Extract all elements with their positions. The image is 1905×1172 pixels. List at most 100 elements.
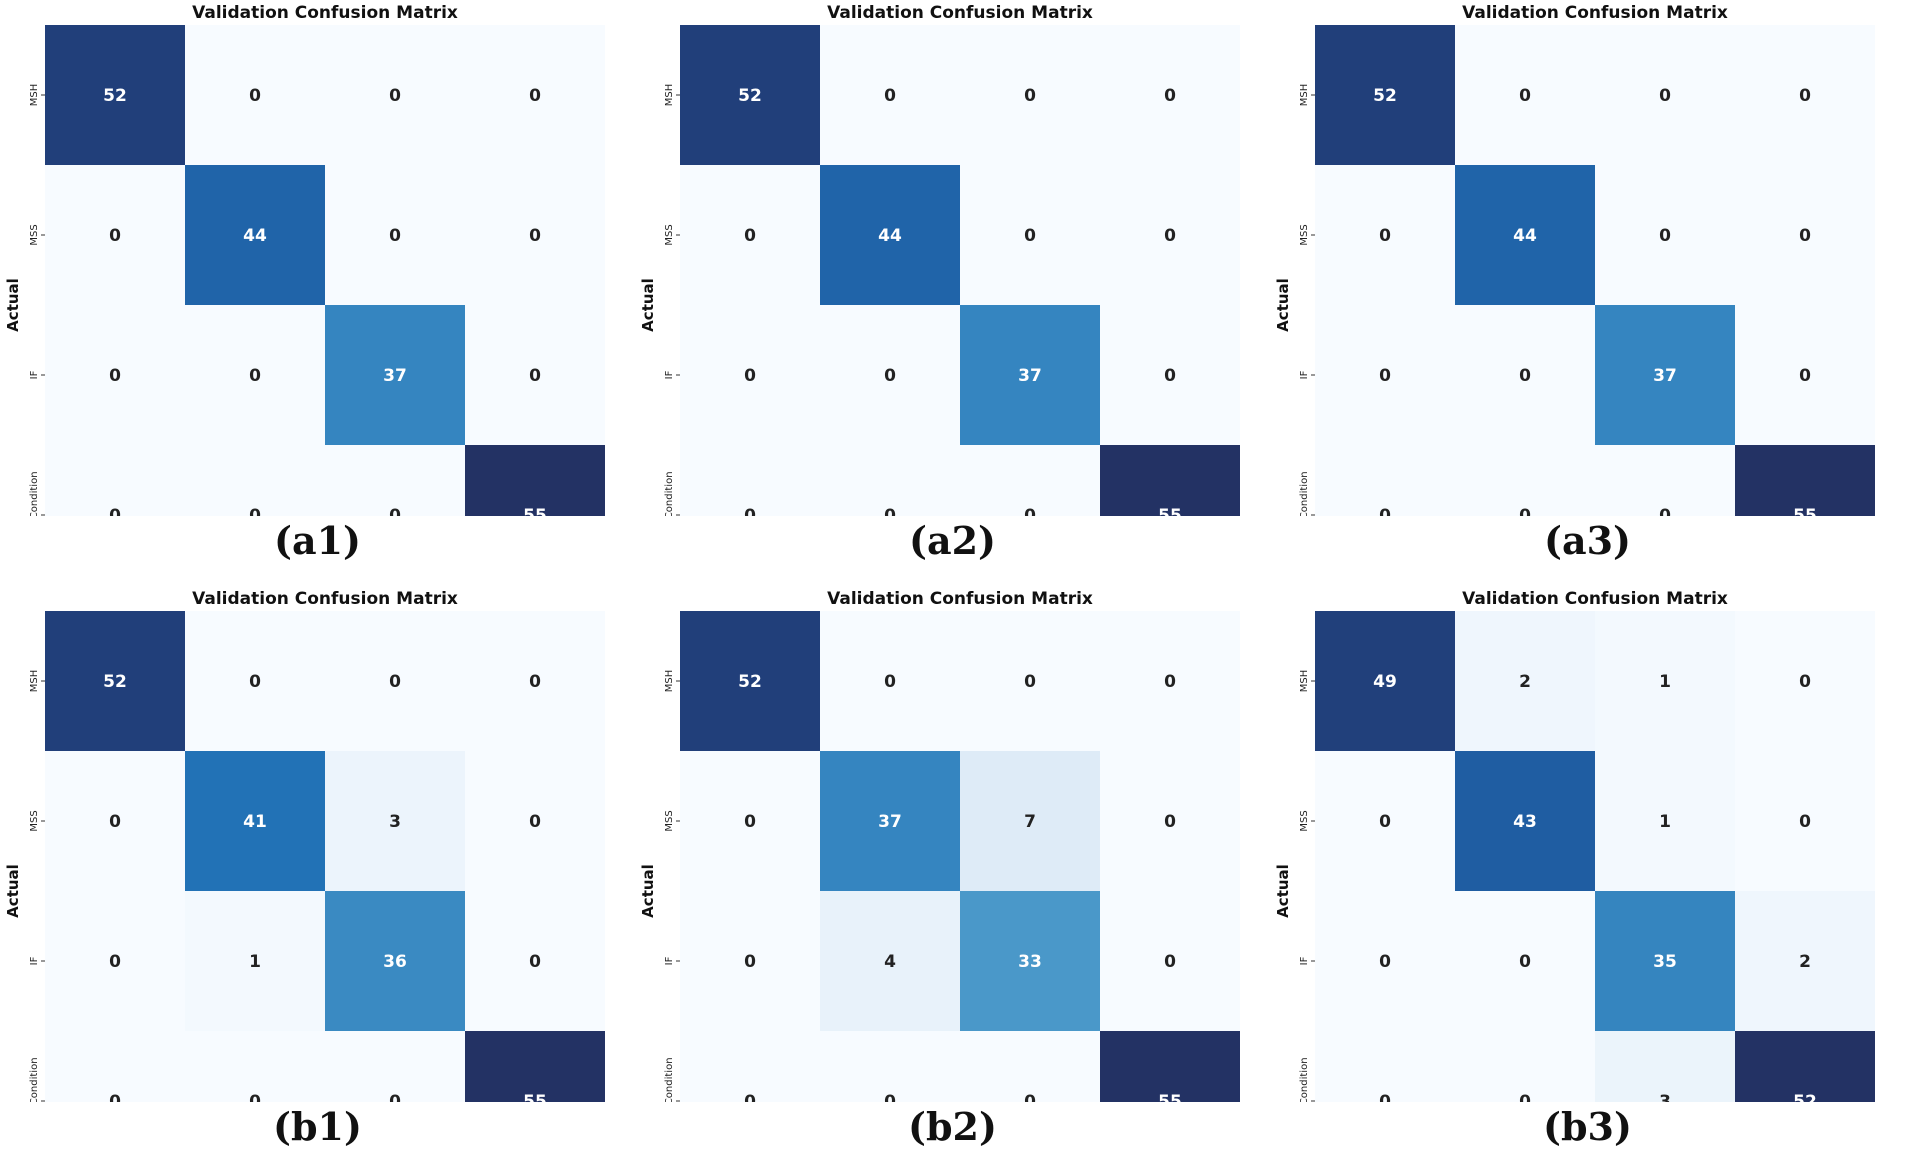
heatmap-cell	[1100, 25, 1240, 165]
heatmap-cell	[45, 611, 185, 751]
cell-value-label: 0	[884, 1092, 896, 1102]
heatmap-cell	[960, 445, 1100, 516]
cell-value-label: 0	[744, 1092, 756, 1102]
cell-value-label: 33	[1018, 952, 1042, 972]
y-tick-label: MSH	[1299, 670, 1310, 693]
cell-value-label: 0	[1024, 226, 1036, 246]
heatmap-cell	[1595, 305, 1735, 445]
cell-value-label: 52	[103, 86, 127, 106]
cell-value-label: 0	[1799, 672, 1811, 692]
heatmap-cell	[960, 1031, 1100, 1102]
heatmap-cell	[1455, 751, 1595, 891]
heatmap-cell	[45, 751, 185, 891]
heatmap-cell	[465, 891, 605, 1031]
cell-value-label: 0	[1024, 86, 1036, 106]
confusion-matrix-chart: Validation Confusion Matrix 52 0 0 0 0 44 0 0 0 0 3…	[639, 3, 1240, 516]
cell-value-label: 0	[1024, 506, 1036, 516]
cell-value-label: 0	[389, 226, 401, 246]
y-tick-label: IF	[1299, 370, 1310, 379]
panel-caption: (b2)	[908, 1104, 997, 1149]
heatmap-cell	[1100, 891, 1240, 1031]
heatmap-cell	[1315, 891, 1455, 1031]
panel-caption: (b1)	[273, 1104, 362, 1149]
heatmap-cell	[1595, 891, 1735, 1031]
confusion-matrix-chart: Validation Confusion Matrix 52 0 0 0 0 37 7 0 0 4 3…	[639, 589, 1240, 1102]
heatmap-cell	[680, 751, 820, 891]
heatmap-cell	[1595, 751, 1735, 891]
heatmap-cell	[960, 751, 1100, 891]
heatmap-cell	[1735, 305, 1875, 445]
cell-value-label: 0	[1379, 952, 1391, 972]
cell-value-label: 1	[1659, 672, 1671, 692]
y-tick-label: MSH	[664, 84, 675, 107]
y-tick-label: MSS	[1299, 810, 1310, 831]
heatmap-cell	[1595, 611, 1735, 751]
heatmap-cell	[1100, 611, 1240, 751]
heatmap-cell	[1315, 445, 1455, 516]
cell-value-label: 0	[1799, 366, 1811, 386]
cell-value-label: 0	[1024, 672, 1036, 692]
cell-value-label: 43	[1513, 812, 1537, 832]
heatmap-cell	[1455, 891, 1595, 1031]
heatmap-cell	[465, 751, 605, 891]
cell-value-label: 0	[389, 86, 401, 106]
heatmap-cell	[1595, 165, 1735, 305]
cell-value-label: 0	[744, 226, 756, 246]
cell-value-label: 37	[878, 812, 902, 832]
cell-value-label: 0	[529, 672, 541, 692]
cell-value-label: 55	[1793, 506, 1817, 516]
cell-value-label: 49	[1373, 672, 1397, 692]
cell-value-label: 0	[744, 812, 756, 832]
cell-value-label: 0	[1379, 812, 1391, 832]
heatmap-cell	[960, 25, 1100, 165]
heatmap-cell	[1735, 165, 1875, 305]
cell-value-label: 36	[383, 952, 407, 972]
heatmap-cell	[1100, 1031, 1240, 1102]
heatmap-cell	[185, 25, 325, 165]
cell-value-label: 0	[249, 672, 261, 692]
cell-value-label: 52	[103, 672, 127, 692]
cell-value-label: 0	[884, 506, 896, 516]
cell-value-label: 0	[1164, 672, 1176, 692]
cell-value-label: 0	[1799, 86, 1811, 106]
heatmap-cell	[1595, 445, 1735, 516]
y-tick-label: IF	[664, 370, 675, 379]
cell-value-label: 4	[884, 952, 896, 972]
chart-title: Validation Confusion Matrix	[1462, 3, 1728, 23]
y-tick-label: IF	[1299, 956, 1310, 965]
y-tick-label: IF	[664, 956, 675, 965]
heatmap-cell	[820, 25, 960, 165]
y-tick-label: Normal Condition	[29, 471, 40, 516]
heatmap-cell	[1100, 305, 1240, 445]
cell-value-label: 0	[529, 812, 541, 832]
cell-value-label: 55	[1158, 1092, 1182, 1102]
y-tick-label: MSH	[1299, 84, 1310, 107]
heatmap-cell	[680, 611, 820, 751]
chart-title: Validation Confusion Matrix	[827, 589, 1093, 609]
y-tick-label: MSH	[664, 670, 675, 693]
heatmap-cell	[1735, 445, 1875, 516]
y-tick-label: MSS	[664, 224, 675, 245]
heatmap-cell	[960, 305, 1100, 445]
heatmap-cell	[680, 1031, 820, 1102]
confusion-matrix-chart: Validation Confusion Matrix 52 0 0 0 0 44 0 0 0 0 3…	[4, 3, 605, 516]
cell-value-label: 0	[1659, 226, 1671, 246]
cell-value-label: 55	[523, 506, 547, 516]
heatmap-cell	[185, 305, 325, 445]
heatmap-cell	[1735, 1031, 1875, 1102]
cell-value-label: 2	[1799, 952, 1811, 972]
cell-value-label: 44	[1513, 226, 1537, 246]
panel-caption: (b3)	[1543, 1104, 1632, 1149]
y-tick-label: MSS	[1299, 224, 1310, 245]
confusion-matrix-chart: Validation Confusion Matrix 52 0 0 0 0 44 0 0 0 0 3…	[1274, 3, 1875, 516]
cell-value-label: 41	[243, 812, 267, 832]
heatmap-cell	[1735, 611, 1875, 751]
heatmap-cell	[325, 165, 465, 305]
cell-value-label: 0	[109, 366, 121, 386]
cell-value-label: 0	[1519, 366, 1531, 386]
y-axis-label: Actual	[4, 278, 22, 332]
heatmap-cell	[1735, 25, 1875, 165]
heatmap-cell	[1100, 445, 1240, 516]
heatmap-cell	[325, 25, 465, 165]
